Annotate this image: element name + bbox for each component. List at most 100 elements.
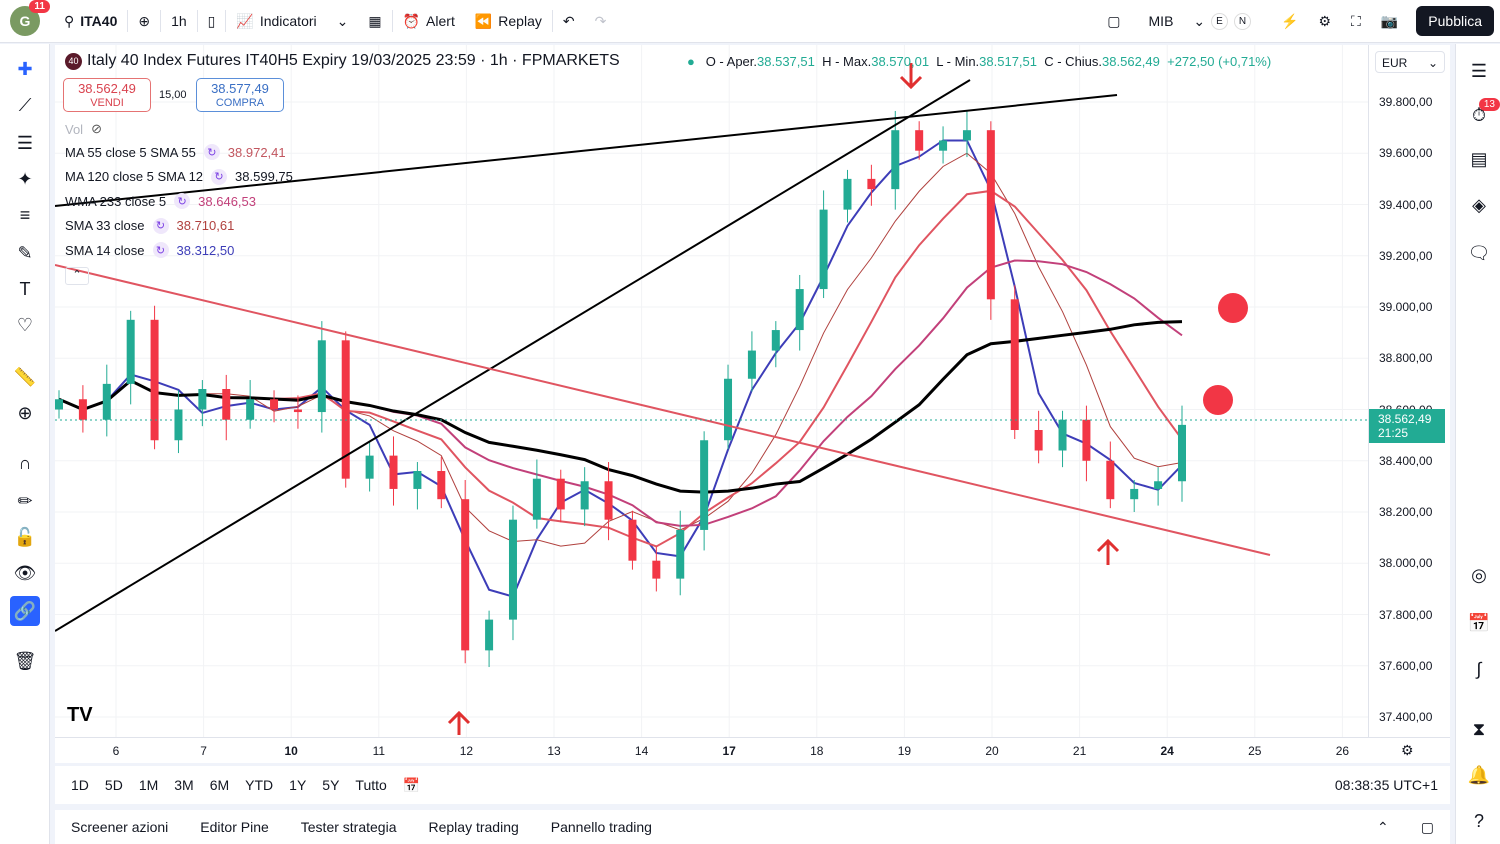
arrow-up-icon[interactable] <box>447 710 471 735</box>
sell-button[interactable]: 38.562,49 VENDI <box>63 78 151 112</box>
trendline-falling[interactable] <box>55 264 1271 556</box>
bottom-tab[interactable]: Replay trading <box>428 819 519 835</box>
quick-search-button[interactable]: ⚡ <box>1271 0 1308 43</box>
calendar-range-icon[interactable]: 📅 <box>402 776 421 793</box>
indicator-legend[interactable]: WMA 233 close 5 ↻ 38.646,53 <box>65 193 256 209</box>
trash-icon[interactable]: 🗑 <box>13 650 37 671</box>
chart-type-button[interactable]: ▯ <box>198 0 226 43</box>
range-button[interactable]: 1M <box>138 777 159 793</box>
help-icon[interactable]: ? <box>1473 810 1484 831</box>
alert-button[interactable]: ⏰ Alert <box>402 12 455 30</box>
collapse-legend-button[interactable]: ⌃ <box>65 267 89 285</box>
range-button[interactable]: 1D <box>71 777 89 793</box>
refresh-icon[interactable]: ↻ <box>152 217 169 234</box>
interval-button[interactable]: 1h <box>171 13 187 29</box>
fullscreen-box-button[interactable]: ▢ <box>1097 0 1130 43</box>
indicator-legend[interactable]: SMA 33 close ↻ 38.710,61 <box>65 217 234 234</box>
range-button[interactable]: Tutto <box>355 777 387 793</box>
forecast-icon[interactable]: ≡ <box>19 204 31 225</box>
settings-button[interactable]: ⚙ <box>1308 0 1341 43</box>
buy-button[interactable]: 38.577,49 COMPRA <box>196 78 284 112</box>
range-button[interactable]: YTD <box>245 777 274 793</box>
fx-icon[interactable]: ∫ <box>1476 658 1482 679</box>
trendline-rising[interactable] <box>55 79 971 632</box>
calendar-icon[interactable]: 📅 <box>1467 612 1491 633</box>
layers-icon[interactable]: ◈ <box>1472 194 1486 215</box>
stay-drawing-icon[interactable]: ✏ <box>17 490 33 511</box>
price-plot[interactable]: TV <box>55 45 1368 737</box>
range-button[interactable]: 5Y <box>322 777 340 793</box>
marker-dot[interactable] <box>1203 385 1233 415</box>
crosshair-icon[interactable]: ✚ <box>17 58 33 79</box>
undo-icon: ↶ <box>562 12 575 29</box>
avatar[interactable]: G 11 <box>10 0 50 36</box>
bottom-tab[interactable]: Pannello trading <box>550 819 652 835</box>
indicators-button[interactable]: 📈 Indicatori <box>236 12 317 30</box>
indicator-legend[interactable]: MA 120 close 5 SMA 12 ↻ 38.599,75 <box>65 168 293 185</box>
watchlist-icon[interactable]: ☰ <box>1470 60 1488 81</box>
refresh-icon[interactable]: ↻ <box>174 193 191 209</box>
candle <box>795 289 804 331</box>
layout-menu[interactable]: ⌄ E N <box>1183 0 1261 43</box>
range-button[interactable]: 6M <box>209 777 230 793</box>
volume-legend[interactable]: Vol ⊘ <box>65 121 102 137</box>
layout-name[interactable]: MIB <box>1148 13 1174 29</box>
marker-dot[interactable] <box>1218 293 1248 323</box>
pattern-icon[interactable]: ✦ <box>17 168 33 189</box>
redo-button[interactable]: ↷ <box>585 0 617 43</box>
bottom-tab[interactable]: Screener azioni <box>71 819 169 835</box>
templates-button[interactable]: ⌄ <box>327 0 359 43</box>
indicator-legend[interactable]: SMA 14 close ↻ 38.312,50 <box>65 242 234 258</box>
chart-pane[interactable]: TV 40 Italy 40 Index Futures IT40H5 Expi… <box>55 45 1450 763</box>
refresh-icon[interactable]: ↻ <box>203 144 220 160</box>
trendline-icon[interactable]: ⟋ <box>18 94 32 115</box>
bell-icon[interactable]: 🔔 <box>1467 764 1491 785</box>
refresh-icon[interactable]: ↻ <box>211 168 228 185</box>
clock[interactable]: 08:38:35 UTC+1 <box>1334 777 1438 793</box>
lock-icon[interactable]: 🔓 <box>13 526 37 547</box>
range-button[interactable]: 3M <box>174 777 194 793</box>
magnet-icon[interactable]: ∩ <box>18 452 32 473</box>
candle <box>843 178 852 210</box>
snapshot-button[interactable]: 📷 <box>1371 0 1408 43</box>
currency-select[interactable]: EUR ⌄ <box>1375 51 1445 73</box>
arrow-up-icon[interactable] <box>1096 538 1120 565</box>
heart-icon[interactable]: ♡ <box>16 314 34 335</box>
symbol-title[interactable]: Italy 40 Index Futures IT40H5 Expiry 19/… <box>87 52 620 69</box>
refresh-icon[interactable]: ↻ <box>152 242 169 258</box>
compare-button[interactable]: ⊕ <box>128 0 160 43</box>
eye-off-icon[interactable]: ⊘ <box>91 121 102 136</box>
bottom-tab[interactable]: Tester strategia <box>300 819 397 835</box>
symbol-search[interactable]: ⚲ ITA40 <box>64 12 118 30</box>
link-icon[interactable]: 🔗 <box>10 596 40 626</box>
ruler-icon[interactable]: 📏 <box>13 366 37 387</box>
rewind-icon: ⏪ <box>474 12 493 29</box>
layouts-button[interactable]: ▦ <box>358 0 391 43</box>
fib-icon[interactable]: ☰ <box>16 132 34 153</box>
bottom-tab[interactable]: Editor Pine <box>200 819 269 835</box>
range-button[interactable]: 5D <box>104 777 123 793</box>
eye-icon[interactable]: 👁 <box>13 562 37 583</box>
target-icon[interactable]: ◎ <box>1471 564 1487 585</box>
alerts-clock-icon[interactable]: ⏱ 13 <box>1464 98 1500 130</box>
chat-icon[interactable]: 🗨 <box>1467 242 1491 263</box>
moving-average-line[interactable] <box>58 320 1183 494</box>
arrow-down-icon[interactable] <box>899 63 923 90</box>
indicator-legend[interactable]: MA 55 close 5 SMA 55 ↻ 38.972,41 <box>65 144 286 160</box>
trendline-top[interactable] <box>55 94 1118 207</box>
fullscreen-button[interactable]: ⛶ <box>1341 0 1371 43</box>
publish-button[interactable]: Pubblica <box>1416 6 1494 36</box>
replay-button[interactable]: ⏪ Replay <box>474 12 542 30</box>
maximize-panel-icon[interactable]: ▢ <box>1420 818 1434 835</box>
axis-settings-icon[interactable]: ⚙ <box>1401 742 1414 758</box>
broadcast-icon[interactable]: ⧗ <box>1472 718 1486 739</box>
time-axis[interactable]: 6 7 10 11 12 13 14 17 18 19 20 21 24 25 26 ⚙ <box>55 737 1450 763</box>
zoom-icon[interactable]: ⊕ <box>17 402 33 423</box>
range-button[interactable]: 1Y <box>289 777 307 793</box>
news-icon[interactable]: ▤ <box>1470 148 1488 169</box>
undo-button[interactable]: ↶ <box>553 0 585 43</box>
brush-icon[interactable]: ✎ <box>17 242 33 263</box>
text-icon[interactable]: T <box>19 278 31 299</box>
price-axis[interactable]: EUR ⌄ 39.800,00 39.600,00 39.400,00 39.200,0… <box>1368 45 1450 763</box>
chevron-up-icon[interactable]: ⌃ <box>1377 818 1389 835</box>
